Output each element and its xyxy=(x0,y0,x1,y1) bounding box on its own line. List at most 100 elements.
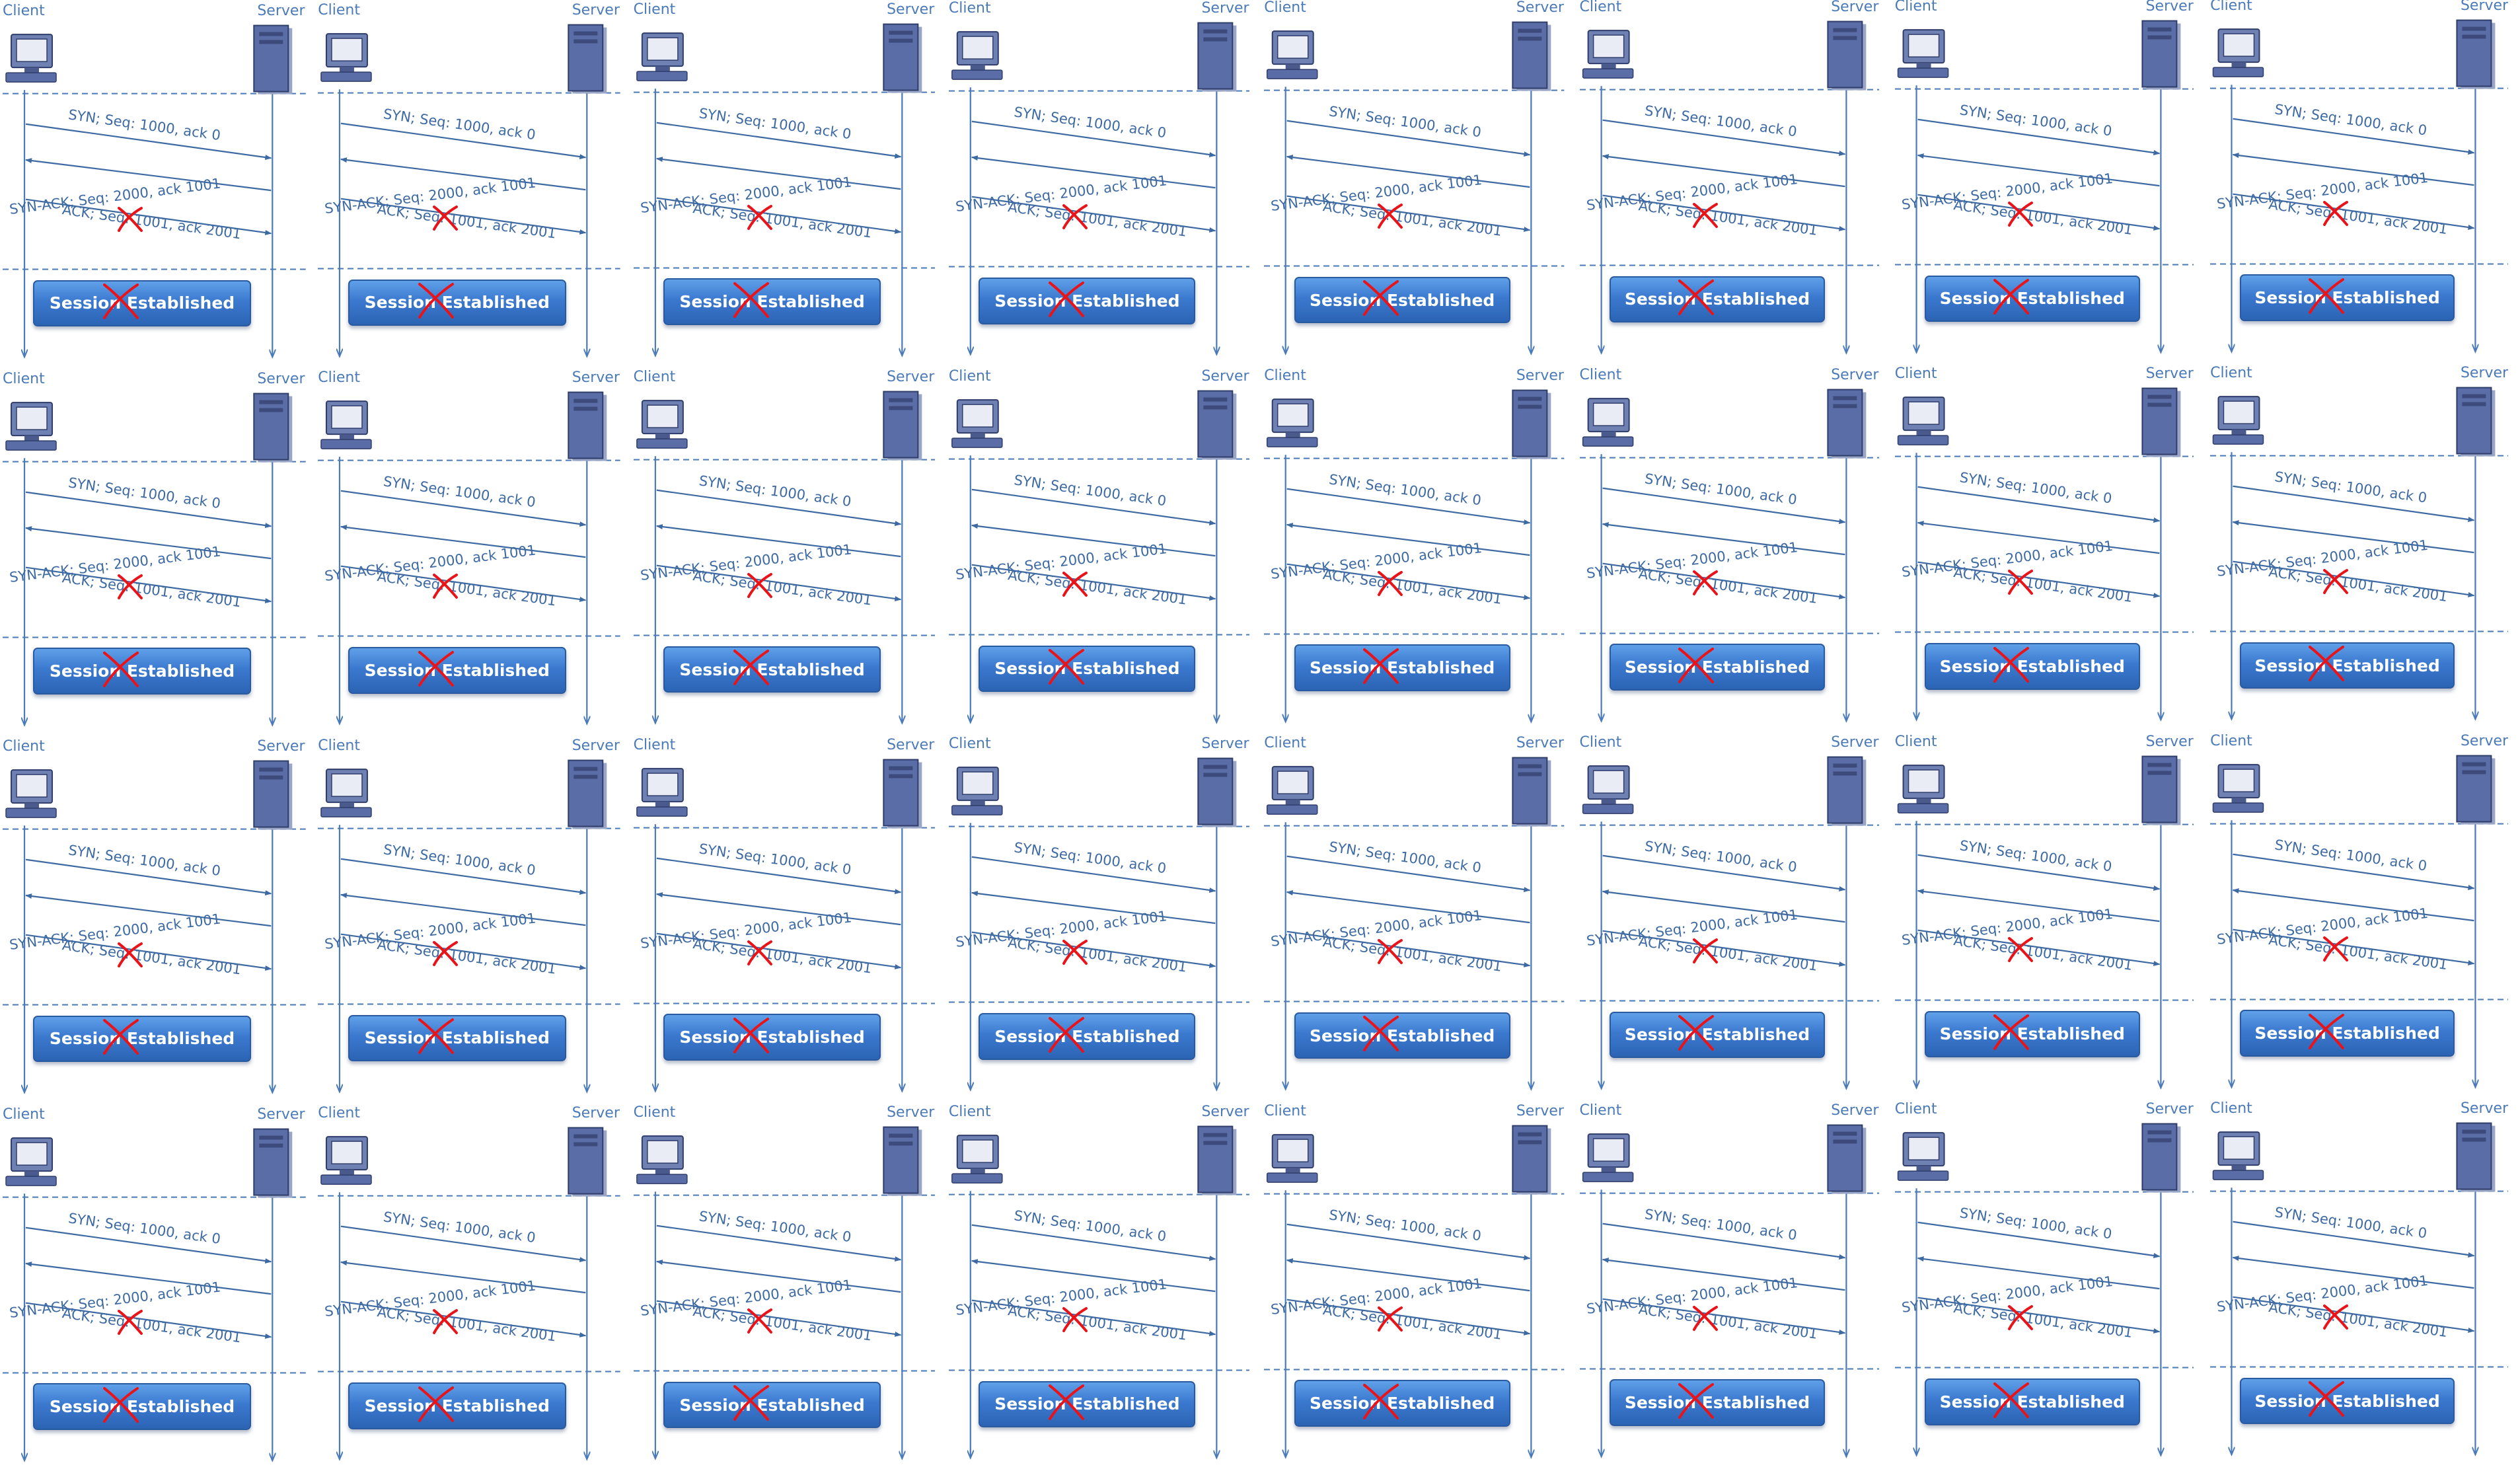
red-x-icon xyxy=(1678,1382,1715,1419)
session-established-banner: Session Established xyxy=(1609,1011,1826,1059)
red-x-icon xyxy=(1993,279,2030,315)
desktop-computer-icon xyxy=(2212,28,2264,77)
red-x-icon xyxy=(432,941,458,967)
red-x-icon xyxy=(1378,203,1403,229)
handshake-panel: SYN; Seq: 1000, ack 0 SYN-ACK; Seq: 2000,… xyxy=(1579,736,1879,1094)
handshake-panel: SYN; Seq: 1000, ack 0 SYN-ACK; Seq: 2000,… xyxy=(948,1104,1250,1464)
session-established-banner: Session Established xyxy=(1609,1379,1826,1426)
desktop-computer-icon xyxy=(636,1135,688,1184)
handshake-panel: SYN; Seq: 1000, ack 0 SYN-ACK; Seq: 2000,… xyxy=(1264,1,1565,359)
server-label: Server xyxy=(572,738,620,754)
message-arrow-1 xyxy=(1286,488,1531,525)
session-established-banner: Session Established xyxy=(663,278,881,325)
banner-text: Session Established xyxy=(1624,1025,1810,1045)
server-label: Server xyxy=(1831,0,1879,15)
message-arrow-2 xyxy=(1602,1257,1845,1291)
session-established-banner: Session Established xyxy=(1925,643,2140,690)
message-arrow-2 xyxy=(2232,520,2474,554)
banner-text: Session Established xyxy=(364,293,550,313)
message-arrow-2 xyxy=(25,1261,272,1295)
server-tower-icon xyxy=(882,759,922,829)
server-tower-icon xyxy=(2456,19,2496,89)
banner-text: Session Established xyxy=(1310,1394,1495,1414)
message-arrow-3 xyxy=(25,198,272,235)
session-established-banner: Session Established xyxy=(1294,1012,1510,1059)
message-arrow-1 xyxy=(2233,118,2475,155)
red-x-icon xyxy=(2322,936,2348,962)
server-tower-icon xyxy=(253,393,293,463)
sequence-svg xyxy=(3,760,306,1098)
message-arrow-1 xyxy=(2233,485,2475,523)
desktop-computer-icon xyxy=(320,32,372,82)
server-tower-icon xyxy=(1826,389,1866,459)
server-tower-icon xyxy=(1512,21,1551,91)
message-arrow-2 xyxy=(1917,153,2160,187)
message-arrow-3 xyxy=(1602,1298,1845,1335)
sequence-svg xyxy=(2210,755,2509,1093)
message-arrow-1 xyxy=(656,1225,901,1262)
message-arrow-3 xyxy=(656,564,901,602)
server-tower-icon xyxy=(253,1128,293,1198)
handshake-panel: SYN; Seq: 1000, ack 0 SYN-ACK; Seq: 2000,… xyxy=(1579,0,1879,359)
client-label: Client xyxy=(3,371,45,387)
client-label: Client xyxy=(1579,367,1622,383)
handshake-panel: SYN; Seq: 1000, ack 0 SYN-ACK; Seq: 2000,… xyxy=(2210,1102,2509,1460)
handshake-panel: SYN; Seq: 1000, ack 0 SYN-ACK; Seq: 2000,… xyxy=(633,1106,936,1464)
desktop-computer-icon xyxy=(1267,766,1318,815)
message-arrow-1 xyxy=(25,123,272,160)
sequence-svg xyxy=(948,22,1250,360)
server-tower-icon xyxy=(2141,20,2181,90)
server-label: Server xyxy=(257,739,305,755)
desktop-computer-icon xyxy=(320,768,372,817)
server-tower-icon xyxy=(882,23,922,93)
desktop-computer-icon xyxy=(1897,764,1949,813)
client-label: Client xyxy=(948,1104,991,1120)
message-arrow-3 xyxy=(2233,928,2475,965)
server-tower-icon xyxy=(568,391,607,461)
message-arrow-1 xyxy=(1286,1223,1531,1260)
message-arrow-1 xyxy=(341,490,587,527)
message-arrow-2 xyxy=(1917,521,2160,554)
red-x-icon xyxy=(1678,1015,1715,1051)
banner-text: Session Established xyxy=(1939,289,2125,309)
session-established-banner: Session Established xyxy=(663,1014,881,1061)
desktop-computer-icon xyxy=(636,32,688,81)
sequence-svg xyxy=(1264,21,1565,359)
server-tower-icon xyxy=(1826,756,1866,826)
session-established-banner: Session Established xyxy=(663,646,881,693)
client-label: Client xyxy=(2210,0,2252,14)
session-established-banner: Session Established xyxy=(2240,1377,2455,1425)
message-arrow-1 xyxy=(341,1225,587,1263)
red-x-icon xyxy=(1363,648,1399,684)
message-arrow-3 xyxy=(656,932,901,969)
red-x-icon xyxy=(1993,646,2030,683)
red-x-icon xyxy=(2322,1304,2348,1330)
server-tower-icon xyxy=(1826,1124,1866,1194)
red-x-icon xyxy=(418,1386,454,1422)
message-arrow-2 xyxy=(655,524,901,558)
message-arrow-2 xyxy=(340,892,586,926)
message-arrow-1 xyxy=(656,122,901,159)
server-label: Server xyxy=(572,3,620,19)
handshake-panel: SYN; Seq: 1000, ack 0 SYN-ACK; Seq: 2000,… xyxy=(2210,734,2509,1093)
message-arrow-2 xyxy=(1602,521,1845,555)
banner-text: Session Established xyxy=(1310,658,1495,678)
session-established-banner: Session Established xyxy=(979,645,1196,693)
banner-text: Session Established xyxy=(1939,1392,2125,1412)
message-arrow-3 xyxy=(2233,560,2475,597)
banner-text: Session Established xyxy=(49,661,235,681)
client-label: Client xyxy=(1579,1103,1622,1119)
red-x-icon xyxy=(2322,568,2348,594)
red-x-icon xyxy=(1062,939,1088,965)
client-label: Client xyxy=(318,1106,360,1122)
sequence-svg xyxy=(3,393,306,731)
red-x-icon xyxy=(1692,570,1718,595)
server-tower-icon xyxy=(1512,1125,1551,1195)
server-label: Server xyxy=(887,370,935,386)
red-x-icon xyxy=(2322,201,2348,227)
client-label: Client xyxy=(948,737,991,753)
banner-text: Session Established xyxy=(994,1394,1180,1414)
desktop-computer-icon xyxy=(2212,1131,2264,1180)
red-x-icon xyxy=(1062,204,1088,229)
desktop-computer-icon xyxy=(320,1136,372,1186)
